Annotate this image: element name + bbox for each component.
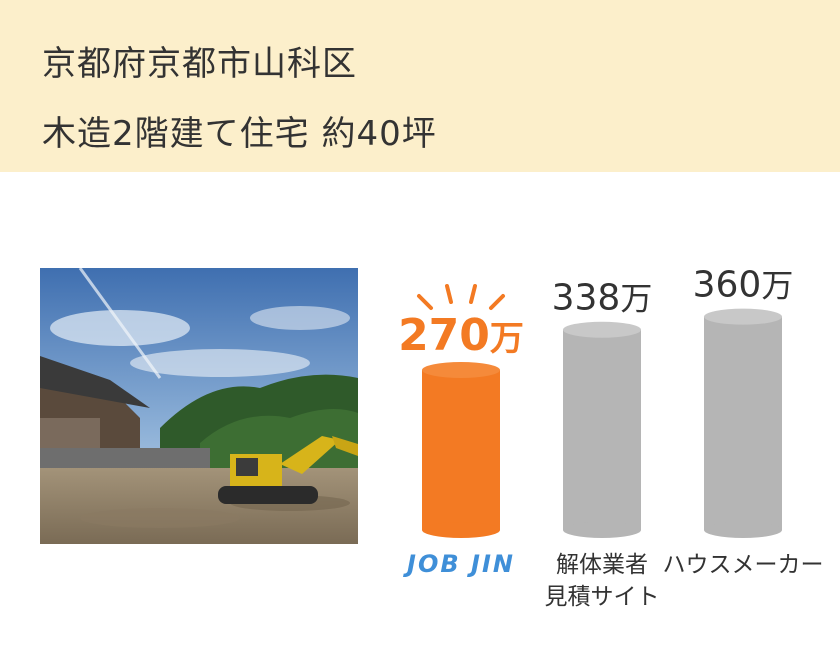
bar-bottom-2	[704, 522, 782, 538]
highlight-burst-line-2	[469, 284, 477, 304]
bar-value-label-1: 338万	[552, 278, 653, 319]
highlight-burst-line-3	[489, 294, 505, 310]
header-banner: 京都府京都市山科区 木造2階建て住宅 約40坪	[0, 0, 840, 172]
bar-top-2	[704, 308, 782, 325]
header-location: 京都府京都市山科区	[42, 44, 357, 84]
bar-value-label-2: 360万	[693, 265, 794, 306]
site-photo	[40, 268, 358, 544]
header-building: 木造2階建て住宅 約40坪	[42, 114, 437, 154]
bar-bottom-0	[422, 522, 500, 538]
highlight-burst-line-1	[445, 284, 453, 304]
highlight-burst-line-0	[417, 294, 433, 310]
cost-comparison-chart: 270万 JOB JIN 338万解体業者見積サイト 360万ハウスメーカー	[380, 230, 840, 660]
bar-bottom-1	[563, 522, 641, 538]
category-label-2-0: ハウスメーカー	[663, 552, 824, 578]
category-label-1-0: 解体業者	[556, 552, 648, 578]
bar-value-label-0: 270万	[398, 310, 524, 361]
bar-top-0	[422, 362, 500, 378]
bar-body-1	[563, 329, 641, 530]
jobjin-logo-label: JOB JIN	[403, 550, 515, 578]
bar-top-1	[563, 321, 641, 338]
bar-body-2	[704, 316, 782, 530]
bar-body-0	[422, 370, 500, 530]
category-label-1-1: 見積サイト	[545, 584, 660, 610]
